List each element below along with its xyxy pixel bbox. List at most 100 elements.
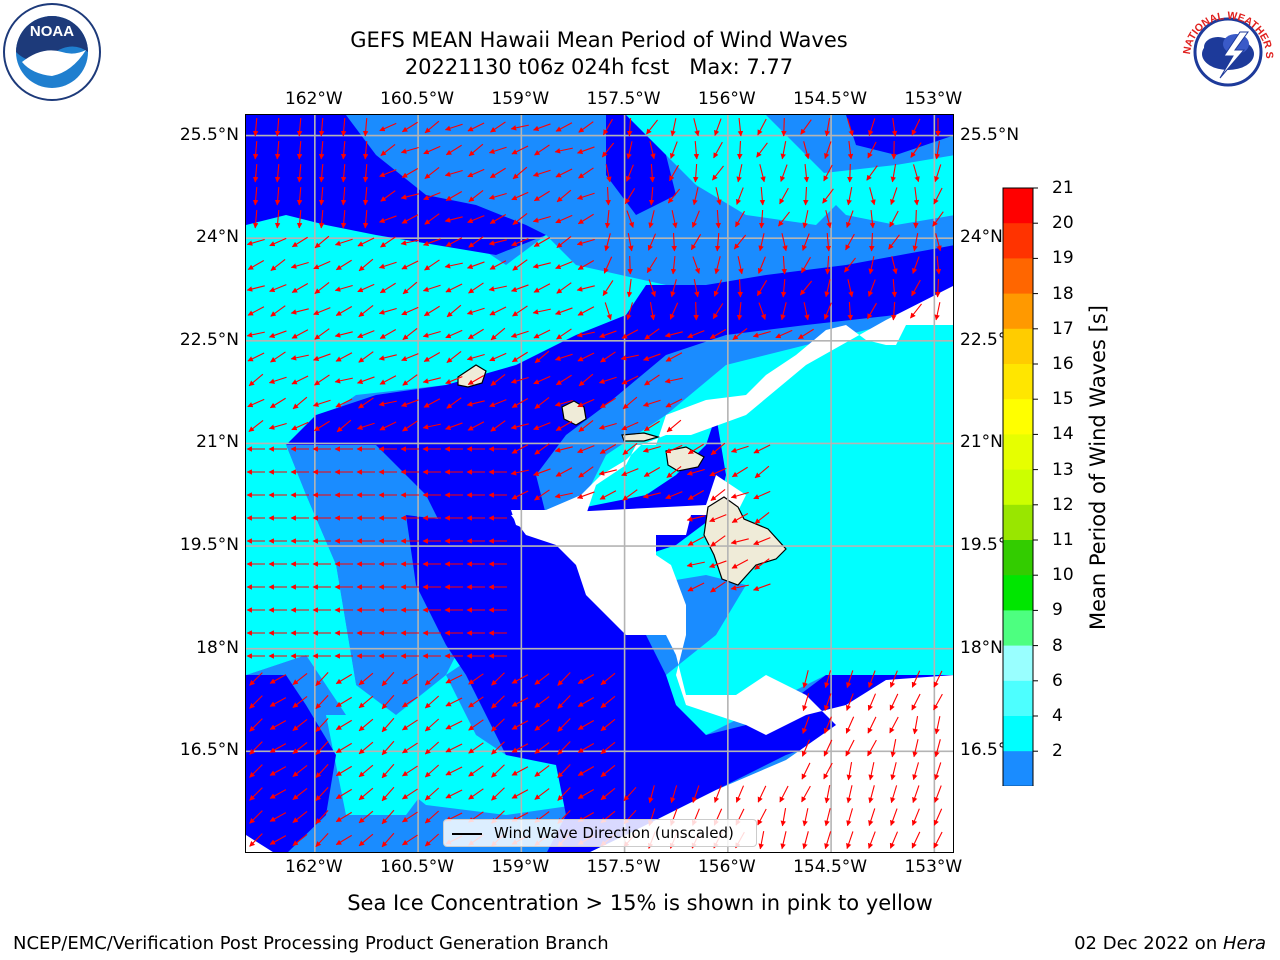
wave-direction-arrow [687, 443, 704, 455]
wave-direction-arrow [402, 281, 418, 295]
wave-direction-arrow [779, 785, 789, 803]
wave-direction-arrow [712, 165, 724, 181]
wave-direction-arrow [666, 466, 682, 478]
wave-direction-arrow [934, 762, 942, 781]
wave-direction-arrow [869, 209, 876, 229]
wave-direction-arrow [335, 352, 353, 362]
wave-direction-arrow [335, 306, 353, 316]
lat-label-right: 21°N [960, 432, 1003, 453]
wave-direction-arrow [467, 168, 485, 178]
wave-direction-arrow [510, 423, 529, 430]
wave-direction-arrow [600, 741, 616, 755]
wave-direction-arrow [534, 443, 550, 455]
wave-direction-arrow [511, 766, 529, 776]
wave-direction-arrow [334, 331, 353, 338]
wave-direction-arrow [335, 811, 352, 823]
wave-direction-arrow [490, 121, 506, 133]
lat-label-left: 18°N [196, 637, 239, 658]
wave-direction-arrow [489, 399, 507, 408]
wave-direction-arrow [445, 743, 463, 753]
wave-direction-arrow [933, 670, 943, 688]
wave-direction-arrow [400, 239, 419, 246]
wave-direction-arrow [362, 163, 369, 183]
wave-direction-arrow [424, 833, 440, 847]
wave-direction-arrow [424, 167, 440, 179]
wave-direction-arrow [358, 741, 374, 755]
wave-direction-arrow [802, 808, 809, 827]
lon-label-top: 157.5°W [586, 89, 661, 109]
wave-direction-arrow [511, 720, 529, 730]
wave-direction-arrow [847, 163, 853, 183]
wave-direction-arrow [468, 143, 484, 157]
wave-direction-arrow [753, 537, 771, 546]
wave-direction-arrow [824, 279, 831, 298]
wave-direction-arrow [381, 809, 395, 825]
wave-direction-arrow [889, 670, 898, 688]
wave-direction-arrow [401, 673, 418, 685]
wave-direction-arrow [557, 695, 571, 709]
lon-label-top: 153°W [904, 89, 963, 109]
wave-direction-arrow [557, 672, 571, 686]
wave-direction-arrow [401, 788, 418, 800]
wave-direction-arrow [867, 739, 877, 757]
wave-direction-arrow [556, 189, 572, 203]
wave-direction-arrow [296, 163, 303, 183]
wave-direction-arrow [664, 377, 683, 384]
wave-direction-arrow [890, 187, 898, 206]
wave-direction-arrow [801, 739, 811, 757]
wave-direction-arrow [532, 169, 551, 177]
wave-direction-arrow [687, 582, 705, 592]
wave-direction-arrow [691, 210, 700, 228]
wave-direction-arrow [556, 236, 572, 248]
colorbar-segment [1003, 751, 1033, 786]
colorbar-segment [1003, 610, 1033, 647]
wave-direction-arrow [468, 236, 484, 248]
wave-direction-arrow [246, 285, 265, 292]
wave-direction-arrow [314, 328, 330, 340]
map-panel[interactable]: Wind Wave Direction (unscaled) [245, 114, 954, 853]
wave-direction-arrow [758, 233, 765, 252]
wave-direction-arrow [824, 118, 831, 137]
wave-direction-arrow [357, 237, 375, 247]
wave-direction-arrow [669, 302, 679, 320]
wave-direction-arrow [358, 764, 374, 778]
lat-label-right: 25.5°N [960, 124, 1020, 145]
wave-direction-arrow [713, 279, 723, 297]
wave-direction-arrow [756, 280, 768, 297]
wave-direction-arrow [824, 670, 832, 689]
wave-direction-arrow [599, 490, 617, 500]
wave-direction-arrow [290, 354, 309, 361]
wave-direction-arrow [490, 327, 506, 341]
wave-direction-arrow [422, 284, 441, 292]
wave-direction-arrow [466, 353, 485, 361]
wave-direction-arrow [270, 259, 286, 271]
wave-direction-arrow [888, 234, 900, 250]
wave-direction-arrow [446, 304, 462, 318]
wave-direction-arrow [292, 742, 308, 754]
wave-direction-arrow [911, 670, 921, 688]
wave-direction-arrow [709, 514, 727, 523]
wave-direction-arrow [400, 146, 419, 154]
wave-direction-arrow [603, 256, 613, 274]
wave-direction-arrow [754, 512, 770, 524]
wave-direction-arrow [489, 167, 506, 179]
wave-direction-arrow [491, 764, 505, 778]
wave-direction-arrow [889, 693, 899, 711]
wave-direction-arrow [868, 670, 876, 688]
wave-direction-arrow [533, 468, 551, 476]
wave-direction-arrow [424, 259, 440, 271]
no-data-region [246, 286, 953, 852]
wave-direction-arrow [491, 718, 505, 732]
wave-direction-arrow [468, 190, 484, 202]
wave-direction-arrow [358, 305, 374, 317]
wave-direction-arrow [401, 811, 418, 823]
wave-direction-arrow [626, 302, 634, 321]
wave-direction-arrow [555, 261, 573, 270]
wave-direction-arrow [340, 186, 347, 206]
wave-direction-arrow [444, 262, 463, 269]
wave-direction-arrow [357, 376, 375, 384]
wave-direction-arrow [802, 210, 809, 229]
wave-direction-arrow [910, 142, 922, 158]
wave-direction-arrow [891, 256, 898, 275]
wave-direction-arrow [270, 351, 286, 363]
